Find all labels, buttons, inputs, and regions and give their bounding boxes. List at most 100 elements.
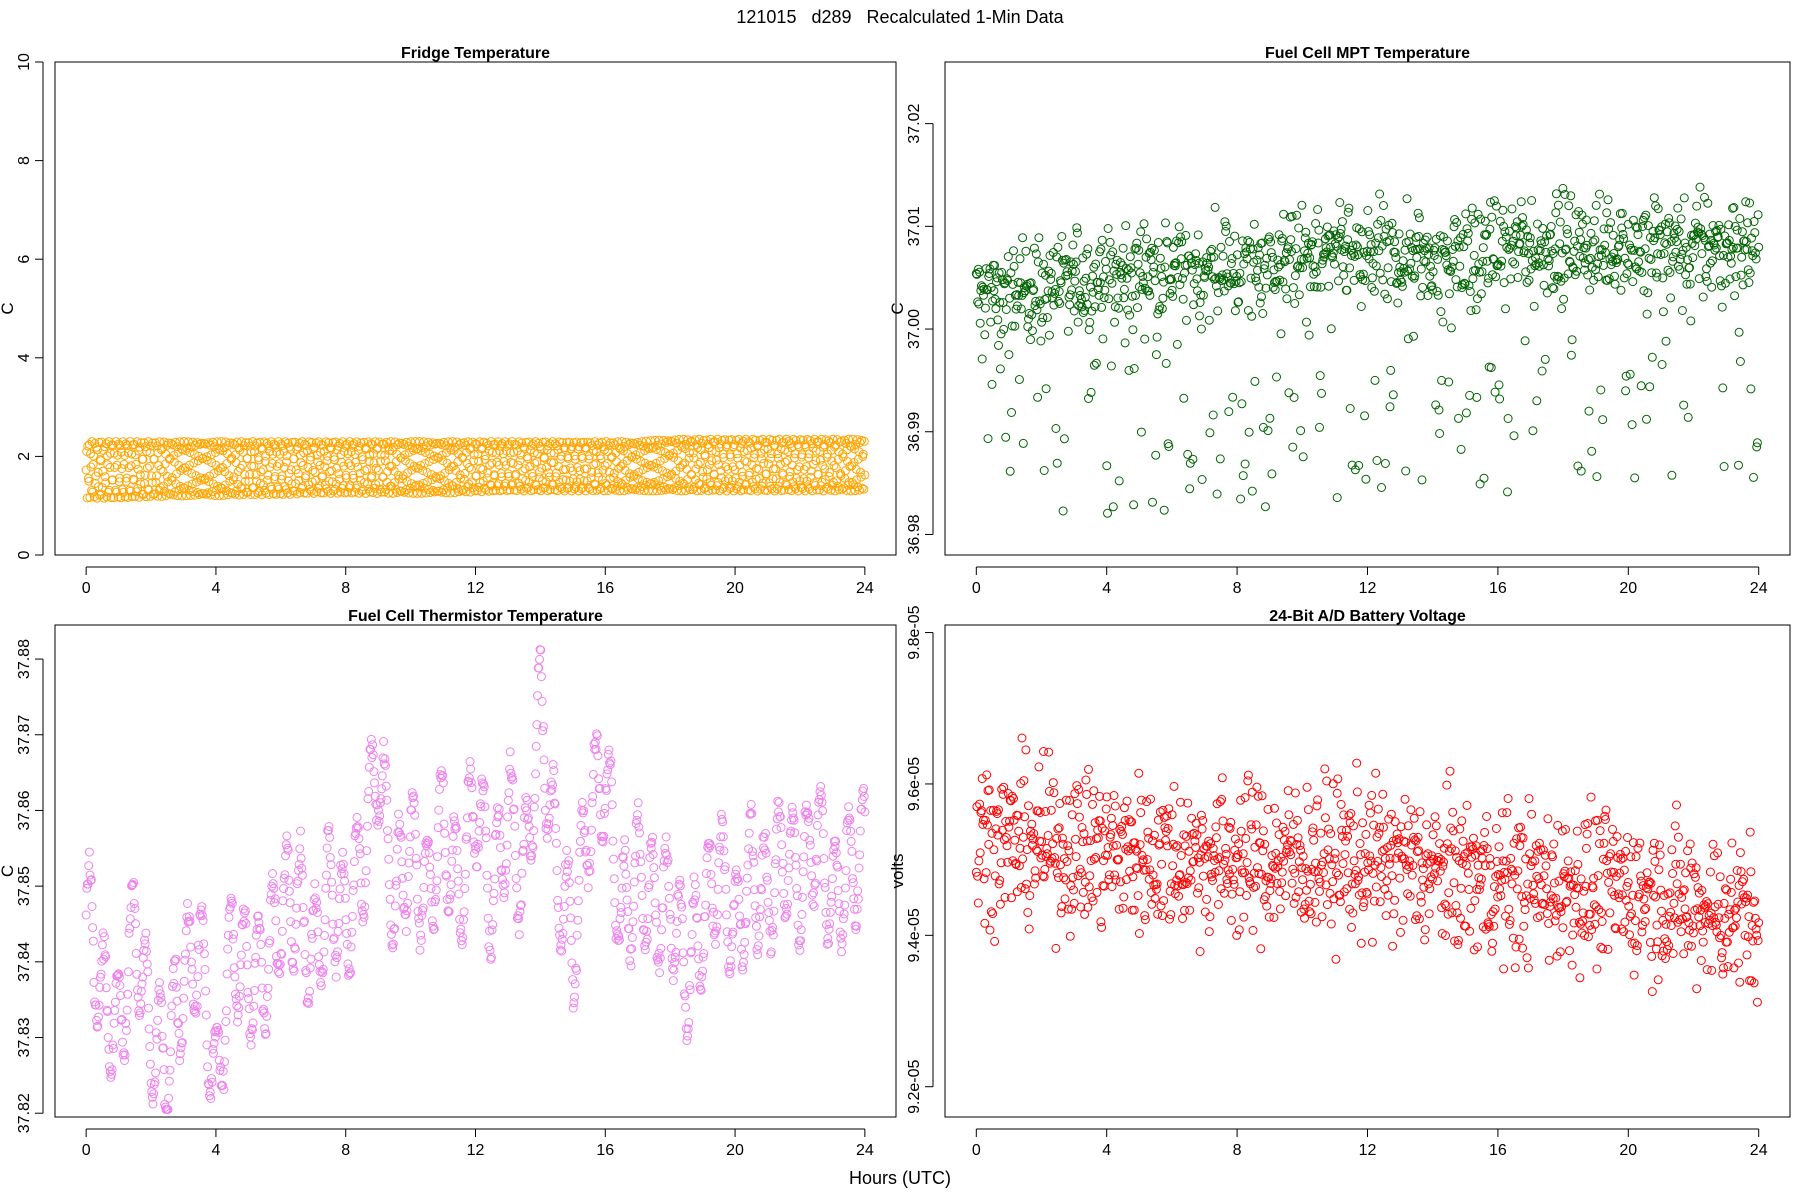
data-point bbox=[232, 1001, 242, 1011]
data-point bbox=[1641, 903, 1651, 913]
data-point bbox=[993, 315, 1003, 325]
data-point bbox=[1610, 271, 1619, 281]
data-point bbox=[301, 471, 311, 481]
data-point bbox=[1029, 829, 1039, 838]
data-point bbox=[647, 443, 657, 453]
data-point bbox=[245, 469, 255, 479]
data-point bbox=[1112, 840, 1122, 850]
data-point bbox=[1551, 893, 1561, 903]
data-point bbox=[602, 458, 612, 468]
data-point bbox=[971, 867, 981, 877]
data-point bbox=[725, 956, 735, 966]
data-point bbox=[1247, 787, 1257, 797]
data-point bbox=[159, 1065, 169, 1075]
data-point bbox=[1374, 829, 1384, 838]
data-point bbox=[1307, 864, 1317, 874]
data-point bbox=[852, 904, 862, 914]
data-point bbox=[1695, 182, 1705, 192]
data-point bbox=[366, 439, 376, 449]
data-point bbox=[426, 440, 436, 450]
data-point bbox=[1446, 823, 1456, 833]
data-point bbox=[295, 844, 305, 854]
data-point bbox=[1553, 200, 1563, 210]
data-point bbox=[1683, 412, 1693, 422]
data-point bbox=[1298, 851, 1308, 861]
data-point bbox=[277, 926, 287, 936]
data-point bbox=[1204, 262, 1214, 272]
data-point bbox=[1009, 261, 1019, 271]
data-point bbox=[706, 870, 716, 879]
data-point bbox=[1489, 921, 1499, 931]
data-point bbox=[1067, 904, 1077, 914]
data-point bbox=[1004, 822, 1014, 832]
data-point bbox=[1401, 466, 1411, 476]
data-point bbox=[347, 911, 357, 921]
data-point bbox=[375, 811, 385, 821]
data-point bbox=[1110, 801, 1120, 811]
data-point bbox=[537, 696, 547, 706]
data-point bbox=[661, 832, 671, 842]
data-point bbox=[1532, 396, 1542, 406]
data-point bbox=[617, 883, 627, 893]
data-point bbox=[321, 870, 331, 880]
data-point bbox=[528, 472, 538, 481]
data-point bbox=[441, 870, 451, 880]
data-point bbox=[773, 453, 783, 463]
data-point bbox=[642, 934, 652, 944]
data-point bbox=[578, 483, 588, 493]
data-point bbox=[690, 880, 700, 890]
data-point bbox=[155, 978, 164, 987]
data-point bbox=[1221, 227, 1231, 236]
data-point bbox=[466, 764, 476, 774]
data-point bbox=[534, 663, 544, 673]
data-point bbox=[1367, 790, 1377, 800]
data-point bbox=[1550, 916, 1560, 926]
data-point bbox=[1164, 804, 1174, 814]
data-point bbox=[179, 437, 189, 447]
data-point bbox=[1015, 254, 1025, 264]
data-point bbox=[1280, 257, 1290, 267]
data-point bbox=[1330, 854, 1339, 864]
data-point bbox=[1619, 865, 1629, 875]
data-point bbox=[1302, 885, 1311, 895]
data-point bbox=[525, 833, 535, 842]
data-point bbox=[1403, 266, 1413, 276]
data-point bbox=[1337, 217, 1347, 227]
data-point bbox=[1065, 931, 1075, 941]
data-point bbox=[483, 913, 493, 923]
data-point bbox=[1702, 276, 1712, 286]
data-point bbox=[1466, 306, 1476, 316]
data-point bbox=[110, 997, 120, 1007]
data-point bbox=[1486, 910, 1496, 919]
data-point bbox=[536, 672, 546, 682]
data-point bbox=[603, 486, 613, 495]
data-point bbox=[133, 484, 143, 493]
data-point bbox=[222, 969, 232, 979]
data-point bbox=[323, 486, 333, 496]
data-point bbox=[1626, 852, 1636, 862]
data-point bbox=[459, 438, 469, 448]
data-point bbox=[1754, 242, 1764, 252]
data-point bbox=[685, 485, 695, 495]
data-point bbox=[1302, 317, 1311, 327]
data-point bbox=[763, 897, 773, 907]
data-point bbox=[1196, 810, 1206, 820]
data-point bbox=[1397, 281, 1407, 291]
data-point bbox=[1462, 224, 1472, 234]
data-point bbox=[683, 435, 693, 445]
data-point bbox=[208, 437, 218, 447]
data-point bbox=[1385, 402, 1395, 412]
data-point bbox=[1270, 863, 1280, 873]
data-point bbox=[666, 914, 676, 924]
data-point bbox=[1120, 816, 1130, 825]
data-point bbox=[448, 831, 458, 841]
data-point bbox=[1598, 415, 1608, 425]
data-point bbox=[133, 985, 142, 995]
data-point bbox=[1726, 258, 1736, 268]
data-point bbox=[698, 952, 708, 962]
data-point bbox=[1248, 925, 1258, 935]
data-point bbox=[1353, 250, 1363, 260]
data-point bbox=[557, 946, 567, 956]
data-point bbox=[287, 437, 297, 447]
data-point bbox=[1635, 246, 1645, 256]
